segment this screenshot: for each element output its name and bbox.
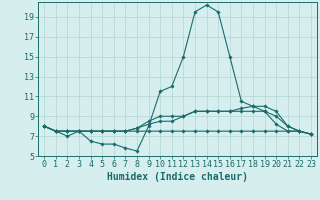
- X-axis label: Humidex (Indice chaleur): Humidex (Indice chaleur): [107, 172, 248, 182]
